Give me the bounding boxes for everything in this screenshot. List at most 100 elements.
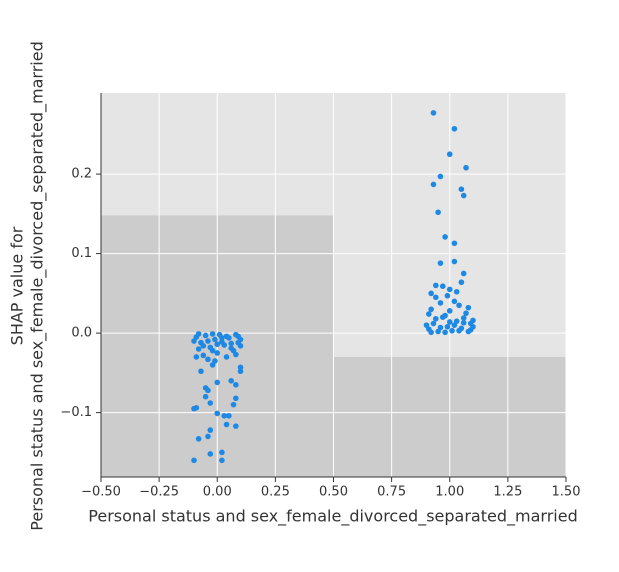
point (460, 315, 467, 321)
point (230, 401, 237, 408)
x-axis-label: Personal status and sex_female_divorced_… (88, 507, 577, 527)
point (442, 312, 448, 319)
point (460, 270, 467, 277)
point (451, 298, 458, 305)
point (446, 319, 453, 325)
point (465, 328, 472, 335)
point (212, 336, 218, 343)
point (428, 306, 434, 313)
point (214, 379, 221, 386)
y-axis-label: SHAP value for (8, 226, 27, 345)
grid (100, 93, 567, 477)
point (237, 364, 244, 371)
point (437, 324, 444, 331)
point (433, 315, 439, 322)
point (233, 423, 239, 429)
x-tick-label: 1.50 (552, 485, 581, 500)
point (219, 449, 225, 456)
point (465, 304, 472, 311)
x-tick-label: 0.50 (319, 485, 348, 500)
point (446, 151, 453, 158)
point (214, 341, 221, 348)
point (228, 340, 234, 347)
point (426, 311, 432, 317)
point (437, 260, 444, 266)
point (444, 292, 451, 299)
point (456, 327, 462, 334)
point (451, 240, 458, 247)
point (442, 234, 448, 240)
point (200, 352, 207, 359)
point (214, 350, 221, 356)
point (193, 354, 200, 360)
y-tick-label: 0.1 (71, 246, 92, 261)
point (191, 338, 197, 344)
point (460, 319, 467, 326)
point (235, 339, 241, 346)
point (458, 186, 465, 192)
point (207, 451, 214, 457)
point (458, 279, 465, 286)
point (205, 433, 211, 440)
point (437, 173, 444, 180)
point (200, 343, 207, 349)
point (195, 346, 202, 352)
point (430, 320, 437, 327)
point (219, 339, 225, 345)
point (460, 192, 467, 199)
point (451, 258, 458, 265)
y-tick-label: 0.2 (71, 167, 92, 182)
point (223, 354, 230, 360)
point (428, 329, 434, 336)
point (439, 283, 446, 289)
point (451, 125, 458, 132)
point (433, 294, 439, 301)
point (433, 282, 439, 289)
point (467, 320, 474, 327)
point (228, 345, 234, 352)
point (202, 393, 209, 400)
point (446, 308, 453, 314)
point (205, 338, 211, 344)
point (233, 381, 239, 388)
point (214, 410, 221, 417)
point (207, 400, 214, 406)
point (446, 286, 453, 293)
point (202, 332, 209, 339)
point (191, 457, 197, 464)
point (219, 457, 225, 464)
point (463, 164, 469, 171)
point (237, 368, 244, 375)
point (428, 290, 434, 297)
point (233, 351, 239, 358)
point (423, 322, 430, 328)
ticks: −0.50 −0.25 0.00 0.25 0.50 0.75 1.00 1.25 1.50 −0… (60, 167, 580, 500)
point (437, 300, 444, 306)
point (223, 421, 230, 428)
point (205, 356, 211, 363)
x-tick-label: 1.25 (493, 485, 522, 500)
point (451, 322, 458, 328)
point (202, 385, 209, 391)
point (456, 302, 462, 309)
point (442, 329, 448, 336)
point (221, 412, 228, 419)
point (209, 347, 216, 354)
point (195, 331, 202, 337)
point (191, 405, 197, 412)
point (207, 427, 214, 433)
point (219, 335, 225, 341)
y-tick-label: 0.0 (71, 326, 92, 341)
y-tick-label: −0.1 (60, 405, 92, 420)
x-tick-label: 1.00 (435, 485, 464, 500)
x-tick-label: 0.25 (261, 485, 290, 500)
point (198, 368, 204, 375)
point (228, 378, 234, 384)
point (223, 333, 230, 340)
point (453, 288, 460, 295)
x-tick-label: −0.50 (81, 485, 121, 500)
point (444, 323, 451, 330)
point (463, 310, 469, 317)
